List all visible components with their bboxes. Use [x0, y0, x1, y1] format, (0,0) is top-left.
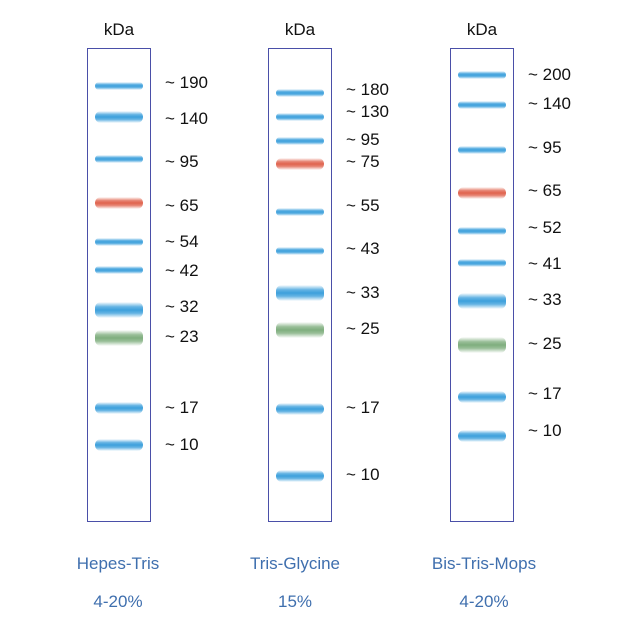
molecular-weight-label: ~ 140	[165, 109, 209, 128]
molecular-weight-label: ~ 65	[528, 181, 562, 200]
molecular-weight-label: ~ 200	[528, 65, 572, 84]
band-blue	[276, 89, 324, 97]
band-blue	[276, 285, 324, 301]
molecular-weight-label: ~ 33	[346, 283, 380, 302]
band-red	[276, 158, 324, 170]
molecular-weight-label: ~ 17	[346, 398, 380, 417]
lane-header-kda: kDa	[466, 20, 498, 39]
buffer-system-caption: Bis-Tris-Mops	[431, 554, 537, 573]
molecular-weight-label: ~ 95	[346, 130, 380, 149]
band-blue	[95, 82, 143, 90]
band-blue	[95, 266, 143, 274]
molecular-weight-label: ~ 55	[346, 196, 380, 215]
buffer-system-caption: Tris-Glycine	[249, 554, 341, 573]
molecular-weight-label: ~ 10	[165, 435, 199, 454]
band-red	[95, 197, 143, 209]
band-blue	[458, 101, 506, 109]
molecular-weight-label: ~ 10	[346, 465, 380, 484]
band-green	[458, 337, 506, 353]
lane-header-kda: kDa	[284, 20, 316, 39]
molecular-weight-label: ~ 65	[165, 196, 199, 215]
gel-lane	[87, 48, 151, 522]
band-red	[458, 187, 506, 199]
band-blue	[458, 391, 506, 403]
band-blue	[276, 403, 324, 415]
molecular-weight-label: ~ 130	[346, 102, 390, 121]
band-green	[95, 330, 143, 346]
molecular-weight-label: ~ 10	[528, 421, 562, 440]
band-blue	[276, 470, 324, 482]
band-blue	[95, 155, 143, 163]
molecular-weight-label: ~ 42	[165, 261, 199, 280]
band-blue	[458, 293, 506, 309]
band-blue	[458, 71, 506, 79]
molecular-weight-label: ~ 41	[528, 254, 562, 273]
molecular-weight-label: ~ 52	[528, 218, 562, 237]
band-green	[276, 322, 324, 338]
molecular-weight-label: ~ 180	[346, 80, 390, 99]
band-blue	[458, 227, 506, 235]
band-blue	[276, 247, 324, 255]
molecular-weight-label: ~ 23	[165, 327, 199, 346]
molecular-weight-label: ~ 17	[528, 384, 562, 403]
molecular-weight-label: ~ 95	[165, 152, 199, 171]
molecular-weight-label: ~ 43	[346, 239, 380, 258]
band-blue	[458, 146, 506, 154]
band-blue	[276, 137, 324, 145]
band-blue	[458, 259, 506, 267]
molecular-weight-label: ~ 25	[346, 319, 380, 338]
gel-percentage-caption: 4-20%	[459, 592, 509, 611]
molecular-weight-label: ~ 32	[165, 297, 199, 316]
molecular-weight-label: ~ 33	[528, 290, 562, 309]
molecular-weight-label: ~ 75	[346, 152, 380, 171]
gel-lane	[268, 48, 332, 522]
band-blue	[95, 302, 143, 318]
band-blue	[95, 402, 143, 414]
molecular-weight-label: ~ 54	[165, 232, 199, 251]
band-blue	[95, 439, 143, 451]
band-blue	[276, 113, 324, 121]
buffer-system-caption: Hepes-Tris	[76, 554, 160, 573]
gel-percentage-caption: 15%	[277, 592, 313, 611]
molecular-weight-label: ~ 95	[528, 138, 562, 157]
molecular-weight-label: ~ 25	[528, 334, 562, 353]
gel-percentage-caption: 4-20%	[93, 592, 143, 611]
gel-lane	[450, 48, 514, 522]
lane-header-kda: kDa	[103, 20, 135, 39]
molecular-weight-label: ~ 17	[165, 398, 199, 417]
band-blue	[95, 111, 143, 123]
band-blue	[95, 238, 143, 246]
band-blue	[458, 430, 506, 442]
molecular-weight-label: ~ 190	[165, 73, 209, 92]
molecular-weight-label: ~ 140	[528, 94, 572, 113]
band-blue	[276, 208, 324, 216]
